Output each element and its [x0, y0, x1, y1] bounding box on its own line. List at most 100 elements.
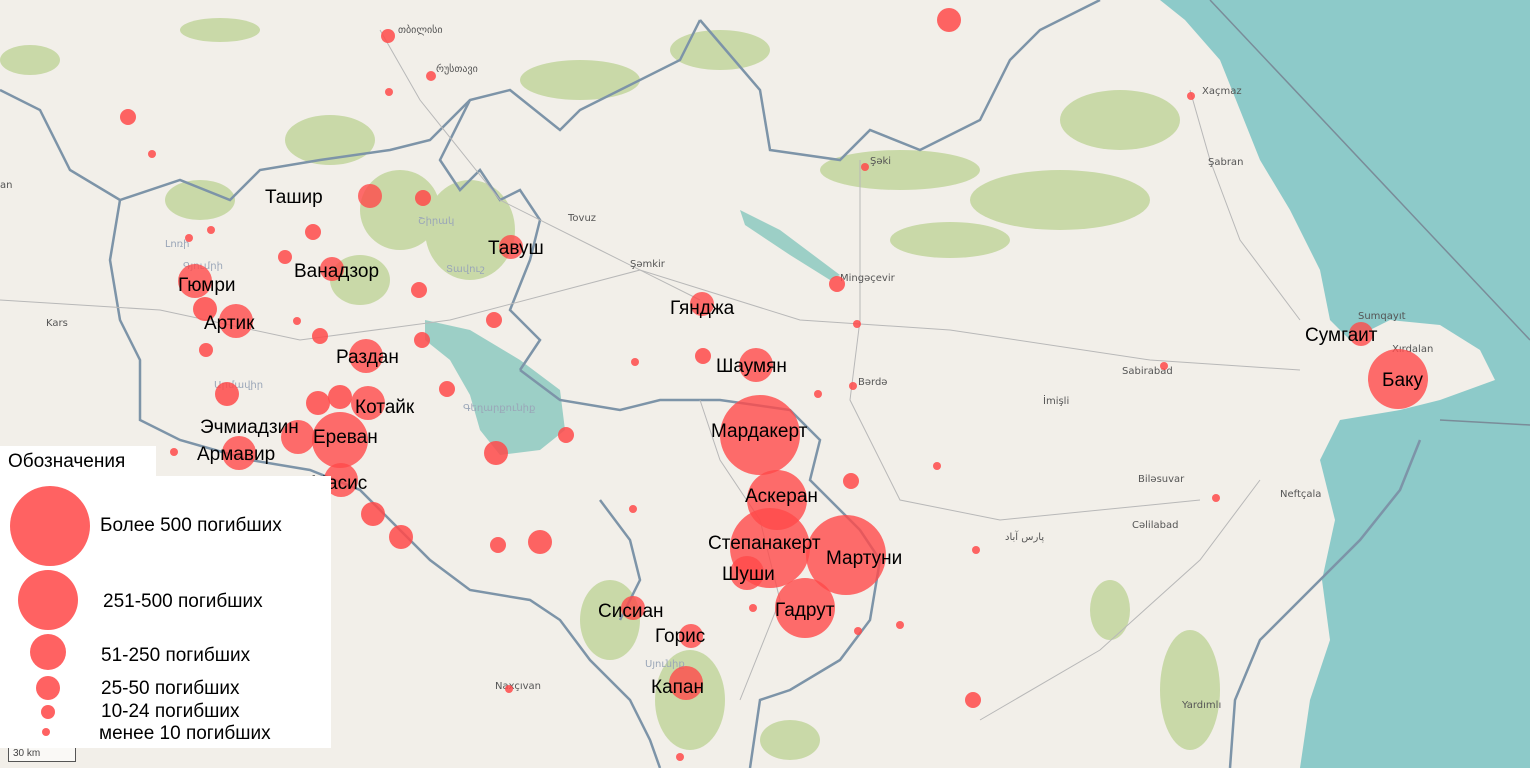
legend-label: 251-500 погибших	[103, 591, 263, 612]
casualty-marker[interactable]	[937, 8, 961, 32]
city-label: Мартуни	[826, 548, 902, 569]
casualty-marker[interactable]	[320, 257, 344, 281]
place-label: پارس آباد	[1005, 530, 1044, 543]
casualty-marker[interactable]	[669, 666, 703, 700]
casualty-marker[interactable]	[861, 163, 869, 171]
casualty-marker[interactable]	[358, 184, 382, 208]
casualty-marker[interactable]	[324, 463, 358, 497]
casualty-marker[interactable]	[415, 190, 431, 206]
casualty-marker[interactable]	[411, 282, 427, 298]
legend-label: 51-250 погибших	[101, 645, 251, 666]
casualty-marker[interactable]	[484, 441, 508, 465]
casualty-marker[interactable]	[385, 88, 393, 96]
casualty-marker[interactable]	[199, 343, 213, 357]
base-labels: თბილისი რუსთავი Kars Tovuz Şəmkir Mingəçevir Ş…	[0, 24, 1433, 711]
city-label: Ташир	[265, 187, 323, 208]
casualty-marker[interactable]	[720, 395, 800, 475]
casualty-marker[interactable]	[965, 692, 981, 708]
casualty-marker[interactable]	[328, 385, 352, 409]
casualty-marker[interactable]	[853, 320, 861, 328]
casualty-marker[interactable]	[730, 556, 764, 590]
casualty-marker[interactable]	[849, 382, 857, 390]
casualty-marker[interactable]	[306, 391, 330, 415]
region-label: Շիրակ	[418, 216, 454, 227]
casualty-marker[interactable]	[1212, 494, 1220, 502]
legend-symbol	[30, 634, 66, 670]
casualty-marker[interactable]	[293, 317, 301, 325]
casualty-marker[interactable]	[349, 339, 383, 373]
casualty-marker[interactable]	[170, 448, 178, 456]
casualty-marker[interactable]	[351, 386, 385, 420]
casualty-marker[interactable]	[933, 462, 941, 470]
place-label: Biləsuvar	[1138, 474, 1185, 485]
place-label: რუსთავი	[436, 63, 478, 75]
casualty-marker[interactable]	[281, 420, 315, 454]
casualty-marker[interactable]	[829, 276, 845, 292]
casualty-marker[interactable]	[621, 596, 645, 620]
city-label: Раздан	[336, 347, 399, 368]
casualty-marker[interactable]	[499, 235, 523, 259]
place-label: Kars	[46, 318, 68, 329]
city-label: Мардакерт	[711, 421, 808, 442]
casualty-marker[interactable]	[1187, 92, 1195, 100]
place-label: თბილისი	[398, 24, 443, 36]
casualty-marker[interactable]	[1349, 322, 1373, 346]
place-label: Cəlilabad	[1132, 520, 1178, 531]
casualty-marker[interactable]	[439, 381, 455, 397]
casualty-marker[interactable]	[854, 627, 862, 635]
casualty-marker[interactable]	[381, 29, 395, 43]
place-label: Yardımlı	[1181, 700, 1221, 711]
casualty-marker[interactable]	[739, 348, 773, 382]
casualty-marker[interactable]	[185, 234, 193, 242]
casualty-marker[interactable]	[629, 505, 637, 513]
casualty-marker[interactable]	[814, 390, 822, 398]
casualty-marker[interactable]	[361, 502, 385, 526]
casualty-marker[interactable]	[775, 578, 835, 638]
casualty-marker[interactable]	[843, 473, 859, 489]
casualty-marker[interactable]	[896, 621, 904, 629]
casualty-marker[interactable]	[676, 753, 684, 761]
casualty-marker[interactable]	[305, 224, 321, 240]
casualty-marker[interactable]	[695, 348, 711, 364]
city-label: Гадрут	[775, 600, 835, 621]
place-label: Mingəçevir	[840, 273, 896, 284]
casualty-marker[interactable]	[426, 71, 436, 81]
casualty-marker[interactable]	[749, 604, 757, 612]
casualty-marker[interactable]	[1160, 362, 1168, 370]
casualty-marker[interactable]	[312, 412, 368, 468]
casualty-marker[interactable]	[1368, 349, 1428, 409]
casualty-marker[interactable]	[389, 525, 413, 549]
legend-label: 25-50 погибших	[101, 678, 240, 699]
casualty-marker[interactable]	[486, 312, 502, 328]
casualty-marker[interactable]	[222, 436, 256, 470]
casualty-marker[interactable]	[178, 264, 212, 298]
casualty-marker[interactable]	[120, 109, 136, 125]
place-label: Şabran	[1208, 157, 1243, 168]
casualty-marker[interactable]	[631, 358, 639, 366]
casualty-marker[interactable]	[219, 304, 253, 338]
region-label: Լոռի	[165, 239, 190, 250]
casualty-marker[interactable]	[972, 546, 980, 554]
casualty-marker[interactable]	[690, 292, 714, 316]
city-label: Сисиан	[598, 601, 664, 622]
place-label: Şəki	[870, 156, 891, 167]
casualty-marker[interactable]	[558, 427, 574, 443]
city-label: Степанакерт	[708, 533, 821, 554]
casualty-marker[interactable]	[312, 328, 328, 344]
casualty-marker[interactable]	[193, 297, 217, 321]
casualty-marker[interactable]	[490, 537, 506, 553]
casualty-marker[interactable]	[505, 685, 513, 693]
city-label: Ереван	[313, 427, 378, 448]
casualty-marker[interactable]	[278, 250, 292, 264]
casualty-marker[interactable]	[679, 624, 703, 648]
casualty-marker[interactable]	[207, 226, 215, 234]
casualty-marker[interactable]	[148, 150, 156, 158]
casualty-marker[interactable]	[806, 515, 886, 595]
casualty-marker[interactable]	[414, 332, 430, 348]
region-label: Սյունիք	[645, 659, 685, 670]
casualty-marker[interactable]	[215, 382, 239, 406]
casualty-marker[interactable]	[528, 530, 552, 554]
marker-labels: Ташир Тавуш Ванадзор Гюмри Артик Раздан Котайк…	[178, 187, 1424, 698]
